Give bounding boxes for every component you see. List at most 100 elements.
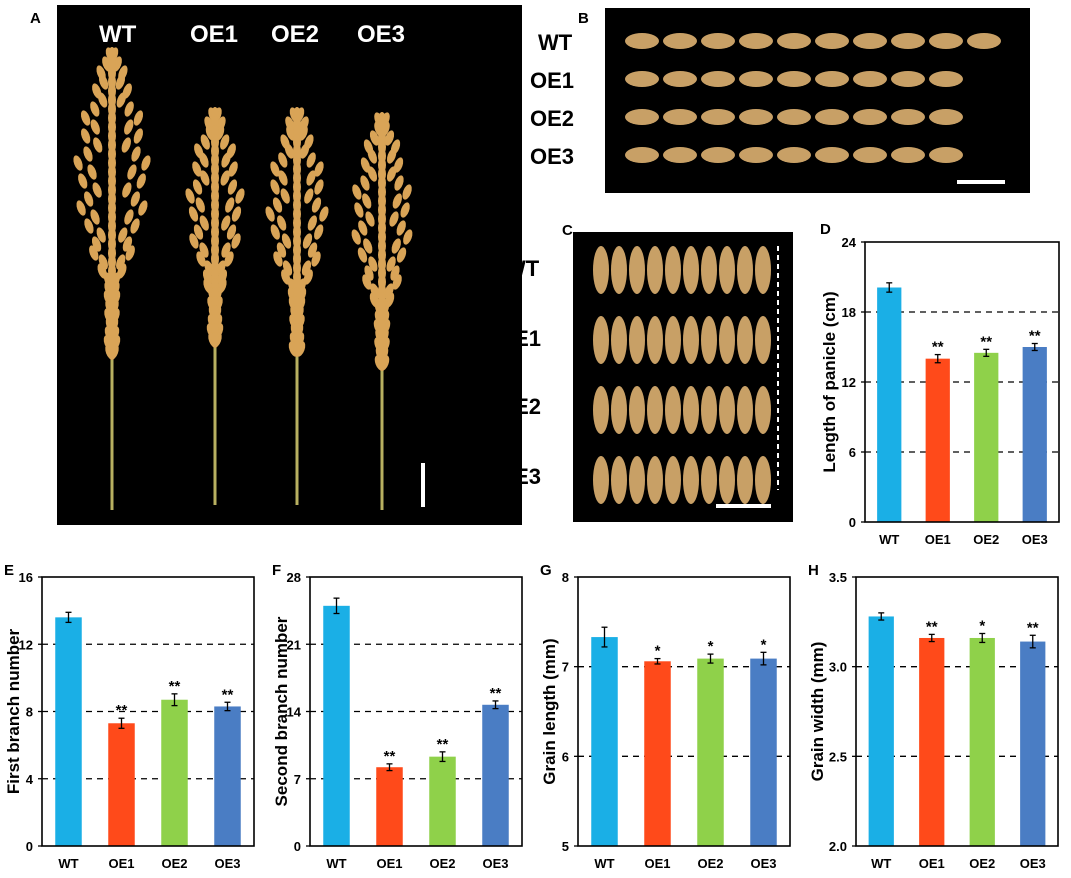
panicle-grain-0-3r [115,74,126,90]
panicle-grain-1-16l [196,251,206,267]
chart-g-significance-oe2: * [708,638,714,655]
panicle-grain-3-10l [354,202,364,218]
chart-d-bar-wt [877,287,902,522]
chart-e-significance-oe1: ** [116,702,128,719]
panicle-grain-1-13r [226,224,237,240]
chart-g-xtick-oe3: OE3 [750,856,776,871]
panicle-grain-1-10l [195,197,205,213]
panicle-grain-0-8r [124,119,134,135]
panicle-grain-2-2l [286,125,296,141]
panicle-grain-3-5r [393,157,404,173]
grain-c-1-1 [611,316,627,364]
photo-a-label-oe3: OE3 [357,21,406,48]
panicle-grain-3-14l [363,238,373,254]
panicle-grain-0-19l [84,218,94,234]
chart-e-significance-oe2: ** [169,678,181,695]
grain-c-3-4 [665,456,681,504]
chart-h-bar-oe1 [919,637,945,846]
grain-b-2-4 [777,109,811,125]
panicle-grain-1-6r [228,161,238,177]
panicle-grain-1-6l [192,161,202,177]
chart-d-xtick-oe3: OE3 [1022,532,1048,547]
chart-d-ylabel: Length of panicle (cm) [820,291,839,472]
grain-c-3-2 [629,456,645,504]
panicle-grain-1-14l [189,233,199,249]
chart-h-ylabel: Grain width (mm) [808,642,827,782]
panicle-grain-3-18r [392,274,402,290]
panicle-grain-0-8l [90,119,100,135]
chart-e-bar-oe2 [161,699,188,846]
panicle-grain-2-12l [277,215,287,231]
chart-g-xtick-oe1: OE1 [644,856,670,871]
grain-b-3-3 [739,147,773,163]
panicle-grain-0-13l [87,164,97,180]
panicle-grain-2-13l [270,224,280,240]
chart-e-ytick-3: 12 [19,637,33,652]
chart-h-bar-oe2 [969,637,995,846]
chart-f-xtick-oe3: OE3 [482,856,508,871]
grain-b-0-2 [701,33,735,49]
grain-length-photo [605,8,1030,193]
grain-c-0-4 [665,246,681,294]
grain-c-1-4 [665,316,681,364]
chart-e-significance-oe3: ** [222,686,234,703]
chart-e-xtick-oe3: OE3 [214,856,240,871]
panicle-grain-2-16l [273,251,283,267]
grain-b-1-4 [777,71,811,87]
chart-d-xtick-oe1: OE1 [925,532,951,547]
grain-b-0-7 [891,33,925,49]
chart-f-ylabel: Second branch number [272,616,291,806]
chart-d-xtick-oe2: OE2 [973,532,999,547]
chart-h-xtick-wt: WT [871,856,891,871]
panicle-grain-1-8l [192,179,203,195]
panicle-grain-3-8l [352,184,362,200]
chart-h-bar-oe3 [1020,641,1046,846]
panicle-grain-2-9r [304,188,314,204]
grain-b-1-3 [739,71,773,87]
grain-b-3-0 [625,147,659,163]
chart-g-ytick-2: 7 [562,660,569,675]
grain-b-0-4 [777,33,811,49]
chart-h-significance-oe1: ** [926,618,938,635]
panicle-grain-3-8r [402,184,412,200]
grain-c-0-8 [737,246,753,294]
panicle-grain-2-8r [314,179,324,195]
grain-b-2-8 [929,109,963,125]
grain-b-0-0 [625,33,659,49]
photo-c-label-oe2: OE2 [497,394,542,419]
chart-g-ylabel: Grain length (mm) [540,638,559,784]
grain-b-3-4 [777,147,811,163]
grain-b-2-0 [625,109,659,125]
photo-c-label-oe1: OE1 [497,326,542,351]
panicle-photo: WT OE1 OE2 OE3 [57,5,522,525]
chart-g-xtick-oe2: OE2 [697,856,723,871]
chart-e-ytick-1: 4 [26,772,34,787]
panicle-grain-0-16l [83,191,94,207]
panicle-grain-0-6r [124,101,134,117]
photo-b-label-oe2: OE2 [530,106,575,131]
panicle-grain-2-4r [299,143,310,159]
grain-c-0-3 [647,246,663,294]
chart-g-bar-oe1 [644,661,671,846]
panicle-grain-0-33c [108,344,116,360]
panicle-grain-0-7r [133,110,144,126]
panicle-grain-2-2r [298,125,308,141]
grain-c-0-7 [719,246,735,294]
chart-h-letter: H [808,562,819,579]
grain-c-2-3 [647,386,663,434]
panicle-grain-1-7l [200,170,210,186]
panicle-grain-0-7l [80,110,91,126]
grain-c-3-7 [719,456,735,504]
panel-letter-a: A [30,10,41,27]
grain-c-2-0 [593,386,609,434]
scale-bar-c [716,504,771,508]
chart-f-xtick-wt: WT [326,856,346,871]
grain-c-2-2 [629,386,645,434]
grain-c-1-7 [719,316,735,364]
grain-c-2-9 [755,386,771,434]
grain-c-2-7 [719,386,735,434]
grain-c-0-0 [593,246,609,294]
panicle-grain-1-25c [211,332,219,348]
scale-bar-b [957,180,1005,184]
panicle-grain-3-4l [367,148,378,164]
